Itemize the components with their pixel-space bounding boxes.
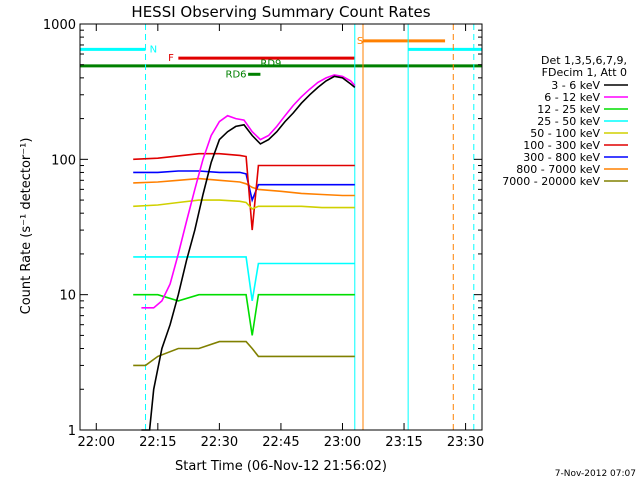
legend-label: 300 - 800 keV [523, 151, 600, 164]
x-tick-label: 22:15 [139, 435, 176, 450]
plot-frame [79, 23, 483, 431]
legend-label: 25 - 50 keV [537, 115, 600, 128]
flag-bars: N S F RD6 RD9 [80, 36, 482, 80]
legend-label: 3 - 6 keV [551, 79, 600, 92]
x-tick-label: 22:45 [262, 435, 299, 450]
event-lines [145, 24, 475, 430]
series-line-800-7000-kev [133, 177, 355, 197]
series-line-50-100-kev [133, 199, 355, 210]
series-line-25-50-kev [133, 256, 355, 302]
y-axis-label: Count Rate (s⁻¹ detector⁻¹) [19, 138, 34, 315]
y-tick-label: 1000 [43, 18, 76, 33]
series-line-300-800-kev [133, 170, 355, 203]
legend-label: 100 - 300 keV [523, 139, 600, 152]
series-line-12-25-kev [133, 293, 355, 336]
footer-timestamp: 7-Nov-2012 07:07 [555, 469, 636, 479]
flag-label-rd6: RD6 [226, 69, 247, 80]
flag-label-n: N [150, 44, 157, 55]
series-line-6-12-kev [141, 74, 356, 309]
legend: Det 1,3,5,6,7,9,FDecim 1, Att 03 - 6 keV… [502, 54, 628, 188]
chart-title: HESSI Observing Summary Count Rates [131, 3, 430, 21]
x-tick-label: 22:00 [78, 435, 115, 450]
y-tick-label: 100 [51, 153, 76, 168]
legend-header-line: Det 1,3,5,6,7,9, [541, 54, 627, 67]
x-tick-label: 22:30 [201, 435, 238, 450]
legend-label: 50 - 100 keV [530, 127, 600, 140]
flag-label-s: S [357, 36, 363, 47]
legend-label: 12 - 25 keV [537, 103, 600, 116]
legend-header-line: FDecim 1, Att 0 [542, 66, 627, 79]
series-line-100-300-kev [133, 152, 355, 231]
x-tick-label: 23:15 [385, 435, 422, 450]
series-line-7000-20000-kev [133, 340, 355, 367]
series-line-3-6-kev [141, 75, 356, 431]
axes: 22:00 22:15 22:30 22:45 23:00 23:15 23:30 1 10 10… [43, 18, 484, 450]
legend-label: 7000 - 20000 keV [502, 175, 600, 188]
flag-label-rd9: RD9 [260, 59, 281, 70]
legend-label: 6 - 12 keV [544, 91, 600, 104]
x-tick-label: 23:30 [447, 435, 484, 450]
series-lines [133, 74, 356, 431]
y-tick-label: 10 [59, 289, 76, 304]
flag-label-f: F [168, 53, 174, 64]
x-tick-label: 23:00 [324, 435, 361, 450]
y-tick-label: 1 [68, 424, 76, 439]
legend-label: 800 - 7000 keV [516, 163, 600, 176]
x-axis-label: Start Time (06-Nov-12 21:56:02) [175, 459, 387, 474]
